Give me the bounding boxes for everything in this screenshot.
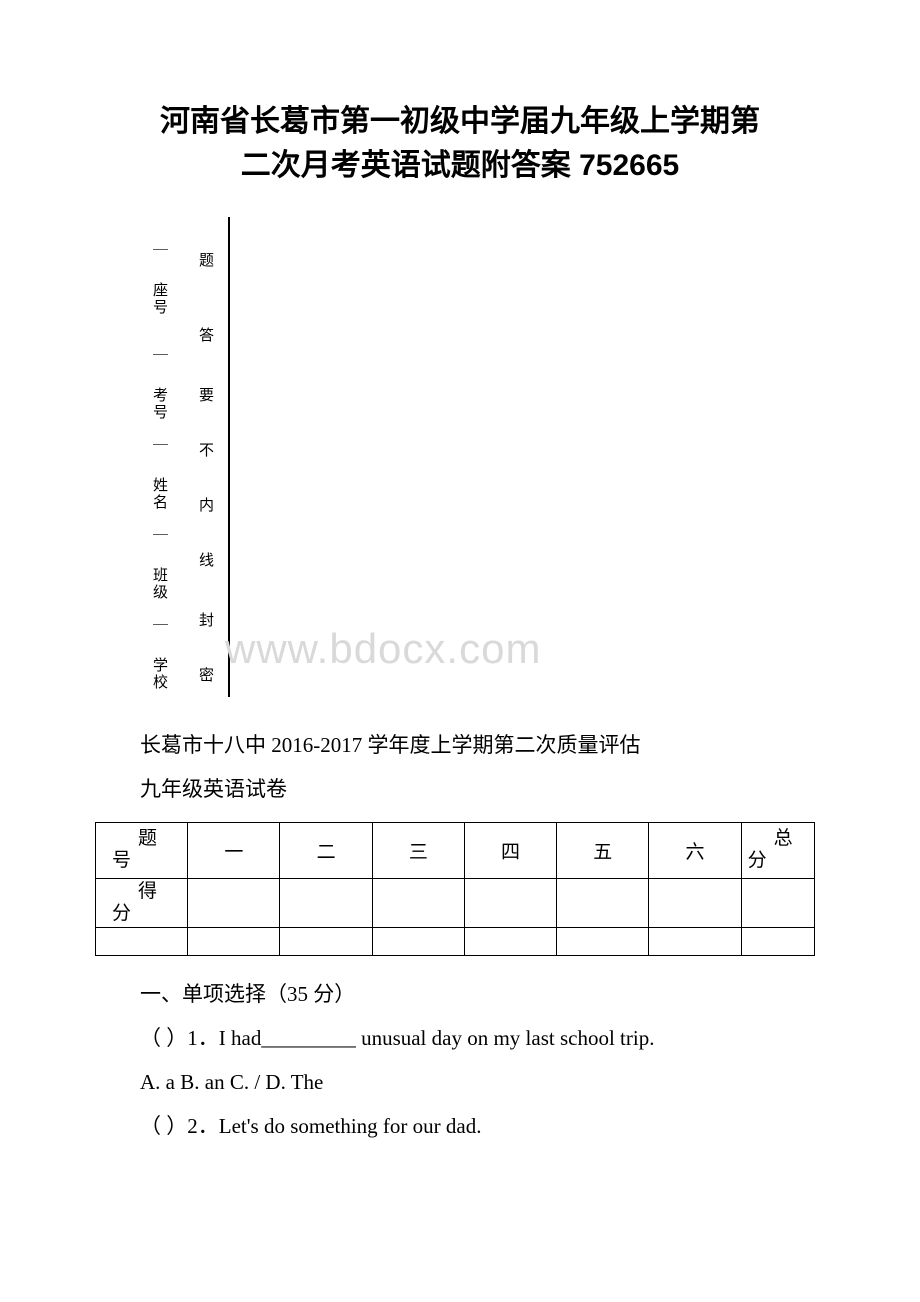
label-xingming: 姓名 bbox=[149, 477, 170, 511]
answer-sheet-banner: 学校 ｜ 班级 ｜ 姓名 ｜ 考号 ｜ 座号 ｜ 密 封 线 内 不 要 答 题 bbox=[140, 217, 825, 697]
label-blank-3: ｜ bbox=[149, 437, 170, 452]
inner-xian: 线 bbox=[195, 552, 216, 589]
question-1-choices: A. a B. an C. / D. The bbox=[140, 1062, 825, 1103]
score-table: 题 号 一 二 三 四 五 六 总 分 得 分 bbox=[95, 822, 815, 956]
section-heading: 一、单项选择（35 分） bbox=[140, 974, 825, 1015]
cell-blank bbox=[649, 878, 741, 927]
subheading-2: 九年级英语试卷 bbox=[140, 769, 825, 810]
label-zuohao: 座号 bbox=[149, 282, 170, 316]
cell-blank bbox=[649, 927, 741, 955]
inner-feng: 封 bbox=[195, 612, 216, 649]
cell-blank bbox=[188, 878, 280, 927]
cell-col-3: 三 bbox=[372, 822, 464, 878]
cell-head-2: 得 分 bbox=[96, 878, 188, 927]
inner-yao: 要 bbox=[195, 387, 216, 424]
cell-col-6: 六 bbox=[649, 822, 741, 878]
cell-col-1: 一 bbox=[188, 822, 280, 878]
cell-blank bbox=[280, 927, 372, 955]
cell-blank bbox=[741, 927, 814, 955]
cell-head-2a: 得 bbox=[138, 881, 157, 902]
document-title: 河南省长葛市第一初级中学届九年级上学期第 二次月考英语试题附答案 752665 bbox=[95, 100, 825, 187]
question-1: （ ）1．I had_________ unusual day on my la… bbox=[140, 1018, 825, 1059]
cell-blank bbox=[557, 927, 649, 955]
cell-blank bbox=[557, 878, 649, 927]
label-xuexiao: 学校 bbox=[149, 657, 170, 691]
cell-blank bbox=[280, 878, 372, 927]
cell-head-1: 题 号 bbox=[96, 822, 188, 878]
table-row bbox=[96, 927, 815, 955]
cell-head-1a: 题 bbox=[138, 828, 157, 849]
label-blank-2: ｜ bbox=[149, 527, 170, 542]
inner-mi: 密 bbox=[195, 667, 216, 704]
label-banji: 班级 bbox=[149, 567, 170, 601]
inner-nei: 内 bbox=[195, 497, 216, 534]
inner-ti: 题 bbox=[195, 252, 216, 289]
question-2: （ ）2．Let's do something for our dad. bbox=[140, 1106, 825, 1147]
cell-col-4: 四 bbox=[464, 822, 556, 878]
cell-blank bbox=[372, 927, 464, 955]
cell-col-5: 五 bbox=[557, 822, 649, 878]
banner-graphic: 学校 ｜ 班级 ｜ 姓名 ｜ 考号 ｜ 座号 ｜ 密 封 线 内 不 要 答 题 bbox=[140, 217, 230, 697]
table-row: 得 分 bbox=[96, 878, 815, 927]
title-line-1: 河南省长葛市第一初级中学届九年级上学期第 bbox=[160, 105, 760, 138]
cell-blank bbox=[188, 927, 280, 955]
label-blank-4: ｜ bbox=[149, 347, 170, 362]
inner-da: 答 bbox=[195, 327, 216, 364]
cell-total: 总 分 bbox=[741, 822, 814, 878]
cell-blank bbox=[741, 878, 814, 927]
cell-blank bbox=[372, 878, 464, 927]
cell-head-1b: 号 bbox=[112, 850, 131, 871]
label-kaohao: 考号 bbox=[149, 387, 170, 421]
label-blank-1: ｜ bbox=[149, 617, 170, 632]
cell-blank bbox=[464, 927, 556, 955]
cell-blank bbox=[96, 927, 188, 955]
cell-col-2: 二 bbox=[280, 822, 372, 878]
cell-head-2b: 分 bbox=[112, 903, 131, 924]
inner-bu: 不 bbox=[195, 442, 216, 479]
cell-blank bbox=[464, 878, 556, 927]
subheading-1: 长葛市十八中 2016-2017 学年度上学期第二次质量评估 bbox=[140, 725, 825, 766]
title-line-2: 二次月考英语试题附答案 752665 bbox=[241, 149, 679, 182]
cell-total-b: 分 bbox=[748, 850, 767, 871]
cell-total-a: 总 bbox=[774, 828, 793, 849]
label-blank-5: ｜ bbox=[149, 242, 170, 257]
table-row: 题 号 一 二 三 四 五 六 总 分 bbox=[96, 822, 815, 878]
content-area: 长葛市十八中 2016-2017 学年度上学期第二次质量评估 九年级英语试卷 题… bbox=[140, 725, 825, 1146]
